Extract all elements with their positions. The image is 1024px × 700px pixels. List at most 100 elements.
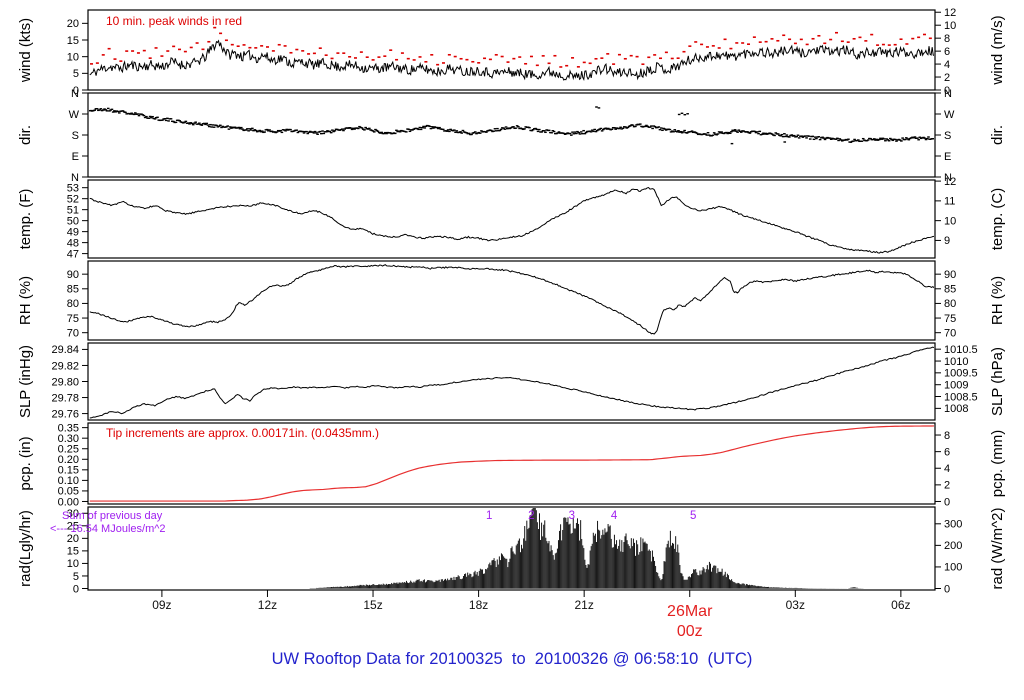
- wind-direction-mark: [852, 140, 855, 142]
- rad-left-tick-label: 30: [67, 508, 79, 520]
- wind-direction-mark: [706, 132, 710, 134]
- wind-direction-mark: [376, 130, 380, 132]
- wind-direction-mark: [102, 109, 105, 111]
- rh-left-tick-label: 90: [67, 269, 79, 281]
- wind-direction-mark: [326, 130, 329, 132]
- wind-direction-mark: [368, 127, 371, 130]
- temp-left-tick-label: 47: [67, 248, 79, 260]
- wind-direction-mark: [847, 138, 850, 140]
- wind-direction-mark: [260, 130, 264, 132]
- wind-direction-mark: [807, 135, 811, 137]
- rh-series-area: [89, 264, 934, 335]
- wind-direction-mark: [599, 127, 603, 130]
- slp-right-tick-label: 1010: [944, 356, 968, 368]
- wind-direction-mark: [279, 129, 282, 132]
- slp-left-axis-label: SLP (inHg): [17, 345, 34, 418]
- wind-direction-mark: [230, 127, 233, 129]
- wind-direction-mark: [95, 108, 99, 110]
- wind-direction-mark: [352, 127, 355, 130]
- wind-direction-mark: [643, 125, 647, 128]
- rad-right-tick-label: 0: [944, 583, 950, 595]
- dir-left-tick-label: N: [71, 88, 79, 100]
- wind-direction-mark: [169, 118, 173, 120]
- peak-wind-mark: [336, 52, 340, 54]
- wind-direction-mark: [129, 113, 132, 115]
- peak-wind-mark: [201, 48, 205, 51]
- wind-direction-mark: [340, 128, 344, 130]
- wind-direction-mark: [321, 130, 324, 132]
- wind-direction-mark: [461, 129, 465, 132]
- peak-wind-mark: [430, 54, 434, 56]
- x-axis-tick-label: 18z: [469, 598, 488, 612]
- peak-wind-mark: [893, 43, 897, 46]
- wind-direction-mark: [547, 129, 551, 132]
- peak-wind-mark: [459, 57, 463, 60]
- wind-direction-mark: [226, 125, 229, 127]
- wind-direction-mark: [861, 137, 865, 140]
- peak-wind-mark: [729, 47, 733, 50]
- peak-wind-mark: [793, 42, 797, 45]
- panel-rh: 70 75 80 85 90 70 75 80 85 90 RH (%) RH (%): [17, 260, 1006, 341]
- peak-wind-mark: [207, 40, 211, 43]
- peak-wind-mark: [846, 41, 850, 43]
- peak-wind-mark: [829, 38, 833, 41]
- wind-direction-mark: [366, 128, 370, 130]
- wind-direction-mark: [419, 128, 423, 131]
- wind-direction-mark: [445, 130, 449, 132]
- wind-direction-mark: [110, 108, 114, 111]
- peak-wind-mark: [183, 50, 187, 53]
- sea-level-pressure: [89, 346, 934, 419]
- wind-direction-mark: [715, 134, 718, 136]
- wind-direction-mark: [460, 132, 464, 134]
- wind-direction-mark: [801, 136, 805, 138]
- wind-direction-mark: [663, 128, 667, 130]
- wind-direction-mark: [166, 117, 169, 120]
- wind-direction-mark: [668, 128, 672, 131]
- wind-direction-mark: [869, 137, 872, 140]
- wind-direction-mark: [905, 137, 908, 139]
- wind-direction-mark: [822, 137, 826, 139]
- wind-right-axis-label: wind (m/s): [989, 15, 1006, 85]
- wind-direction-mark: [534, 127, 537, 130]
- rad-right-tick-label: 300: [944, 519, 962, 531]
- dir-right-tick-label: W: [944, 109, 955, 121]
- wind-direction-mark: [593, 128, 597, 131]
- pcp-annotation: Tip increments are approx. 0.00171in. (0…: [106, 426, 379, 440]
- wind-direction-mark: [233, 126, 237, 128]
- wind-direction-mark: [788, 136, 791, 138]
- wind-direction-mark: [574, 132, 578, 135]
- wind-direction-mark: [517, 126, 520, 128]
- wind-direction-mark: [219, 124, 222, 126]
- wind-direction-mark: [538, 128, 541, 131]
- wind-direction-mark: [106, 107, 110, 110]
- wind-direction-mark: [407, 128, 411, 131]
- wind-direction-mark: [711, 134, 715, 136]
- wind-left-tick-label: 15: [67, 35, 79, 47]
- wind-direction-mark: [853, 138, 856, 141]
- wind-direction-mark: [725, 131, 728, 134]
- wind-direction-mark: [237, 126, 241, 129]
- slp-right-tick-label: 1008.5: [944, 391, 978, 403]
- peak-wind-mark: [483, 57, 487, 60]
- wind-direction-mark: [504, 126, 508, 128]
- wind-direction-mark: [193, 122, 196, 124]
- wind-direction-mark: [582, 129, 585, 132]
- peak-wind-mark: [488, 58, 492, 61]
- wind-direction-mark: [811, 135, 815, 138]
- wind-direction-mark: [395, 129, 398, 132]
- wind-direction-mark: [311, 131, 314, 133]
- wind-direction-mark: [927, 136, 930, 138]
- dir-right-axis-label: dir.: [989, 125, 1006, 145]
- wind-direction-mark: [306, 132, 310, 135]
- peak-wind-mark: [823, 42, 827, 45]
- wind-direction-mark: [568, 132, 572, 135]
- peak-wind-mark: [254, 47, 258, 49]
- wind-direction-mark: [305, 130, 308, 133]
- peak-wind-mark: [770, 38, 774, 40]
- wind-direction-mark: [384, 131, 387, 134]
- peak-wind-mark: [758, 41, 762, 43]
- wind-direction-mark: [571, 131, 574, 133]
- wind-direction-mark: [194, 121, 197, 123]
- wind-direction-mark: [215, 124, 218, 127]
- direction-outliers-mark: [595, 106, 598, 108]
